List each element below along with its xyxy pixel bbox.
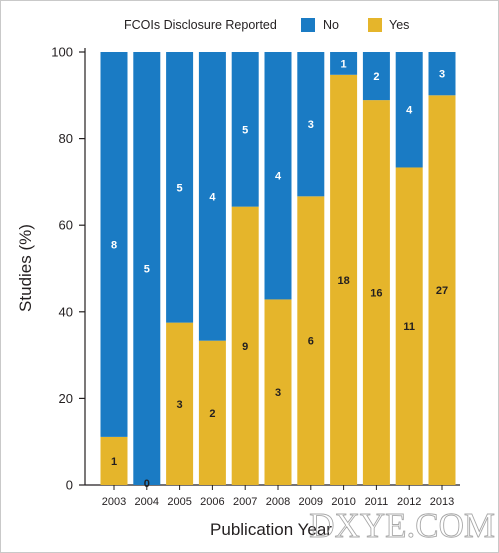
bar-no-2006 [198, 52, 226, 341]
bar-no-2012 [395, 52, 423, 168]
bar-no-2003 [100, 52, 128, 437]
data-label-yes-2013: 27 [436, 285, 448, 297]
y-tick-label: 60 [59, 218, 73, 233]
x-axis-title: Publication Year [210, 520, 332, 539]
x-tick-label-2005: 2005 [167, 496, 191, 508]
bar-no-2011 [362, 52, 390, 101]
legend-title: FCOIs Disclosure Reported [124, 18, 277, 32]
data-label-yes-2008: 3 [275, 387, 281, 399]
y-tick-label: 0 [66, 478, 73, 493]
data-label-yes-2012: 11 [403, 321, 415, 333]
data-label-no-2008: 4 [275, 171, 282, 183]
y-ticks: 0 20 40 60 80 100 [51, 45, 85, 493]
y-tick-label: 80 [59, 131, 73, 146]
bar-yes-2006 [198, 340, 226, 485]
data-label-no-2007: 5 [242, 124, 248, 136]
bar-no-2009 [297, 52, 325, 197]
bar-no-2008 [264, 52, 292, 300]
y-axis-title: Studies (%) [16, 224, 35, 312]
data-label-yes-2006: 2 [209, 408, 215, 420]
data-label-yes-2003: 1 [111, 456, 117, 468]
data-label-no-2009: 3 [308, 119, 314, 131]
y-tick-label: 40 [59, 304, 73, 319]
bar-no-2010 [330, 52, 358, 75]
data-label-yes-2009: 6 [308, 336, 314, 348]
bar-yes-2007 [231, 206, 259, 485]
legend: FCOIs Disclosure Reported No Yes [124, 18, 409, 32]
data-label-no-2013: 3 [439, 69, 445, 81]
x-tick-label-2012: 2012 [397, 496, 421, 508]
x-tick-label-2009: 2009 [299, 496, 323, 508]
data-label-no-2011: 2 [373, 71, 379, 83]
x-tick-label-2011: 2011 [365, 496, 389, 508]
data-label-no-2012: 4 [406, 105, 413, 117]
bar-yes-2012 [395, 167, 423, 485]
data-label-no-2010: 1 [341, 58, 347, 70]
x-tick-label-2003: 2003 [102, 496, 126, 508]
data-label-no-2005: 5 [177, 182, 183, 194]
x-tick-label-2004: 2004 [135, 496, 159, 508]
x-tick-label-2010: 2010 [331, 496, 355, 508]
bar-yes-2013 [428, 95, 456, 486]
data-label-yes-2010: 18 [337, 275, 349, 287]
legend-swatch-yes [368, 18, 382, 32]
data-label-yes-2004: 0 [144, 478, 150, 490]
legend-label-yes: Yes [389, 18, 409, 32]
bar-no-2005 [166, 52, 194, 323]
x-tick-label-2006: 2006 [200, 496, 224, 508]
x-ticks: 2003 2004 2005 2006 2007 2008 2009 2010 2011 2012… [102, 485, 454, 508]
bar-yes-2005 [166, 322, 194, 485]
y-tick-label: 100 [51, 45, 73, 60]
bar-yes-2010 [330, 74, 358, 485]
x-tick-label-2007: 2007 [233, 496, 257, 508]
bar-no-2007 [231, 52, 259, 207]
watermark-text: DXYE.COM [309, 506, 495, 545]
data-label-yes-2011: 16 [370, 288, 382, 300]
bar-yes-2011 [362, 100, 390, 485]
x-tick-label-2013: 2013 [430, 496, 454, 508]
legend-label-no: No [323, 18, 339, 32]
data-label-no-2004: 5 [144, 264, 150, 276]
x-tick-label-2008: 2008 [266, 496, 290, 508]
bar-yes-2009 [297, 196, 325, 486]
data-label-no-2006: 4 [209, 191, 216, 203]
data-label-no-2003: 8 [111, 239, 117, 251]
data-label-yes-2005: 3 [177, 399, 183, 411]
legend-swatch-no [301, 18, 315, 32]
y-tick-label: 20 [59, 391, 73, 406]
bar-yes-2008 [264, 299, 292, 485]
bar-no-2004 [133, 52, 161, 485]
bar-yes-2003 [100, 436, 128, 485]
bar-no-2013 [428, 52, 456, 96]
data-label-yes-2007: 9 [242, 341, 248, 353]
